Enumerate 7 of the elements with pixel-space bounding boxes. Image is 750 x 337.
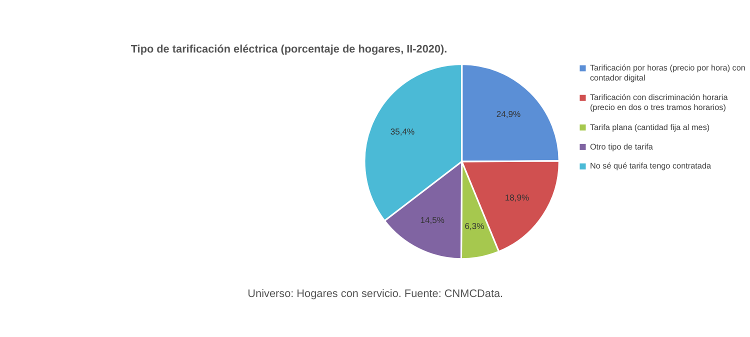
data-label: 6,3% <box>464 220 485 231</box>
chart-title: Tipo de tarificación eléctrica (porcentaje de hogares, II-2020). <box>130 44 448 56</box>
data-label: 14,5% <box>420 215 445 226</box>
text: Universo: Hogares con servicio. Fuente: CNMCData. <box>248 288 504 300</box>
data-label: 24,9% <box>496 108 522 119</box>
data-label: 35,4% <box>390 126 415 137</box>
data-label: 18,9% <box>504 192 530 203</box>
